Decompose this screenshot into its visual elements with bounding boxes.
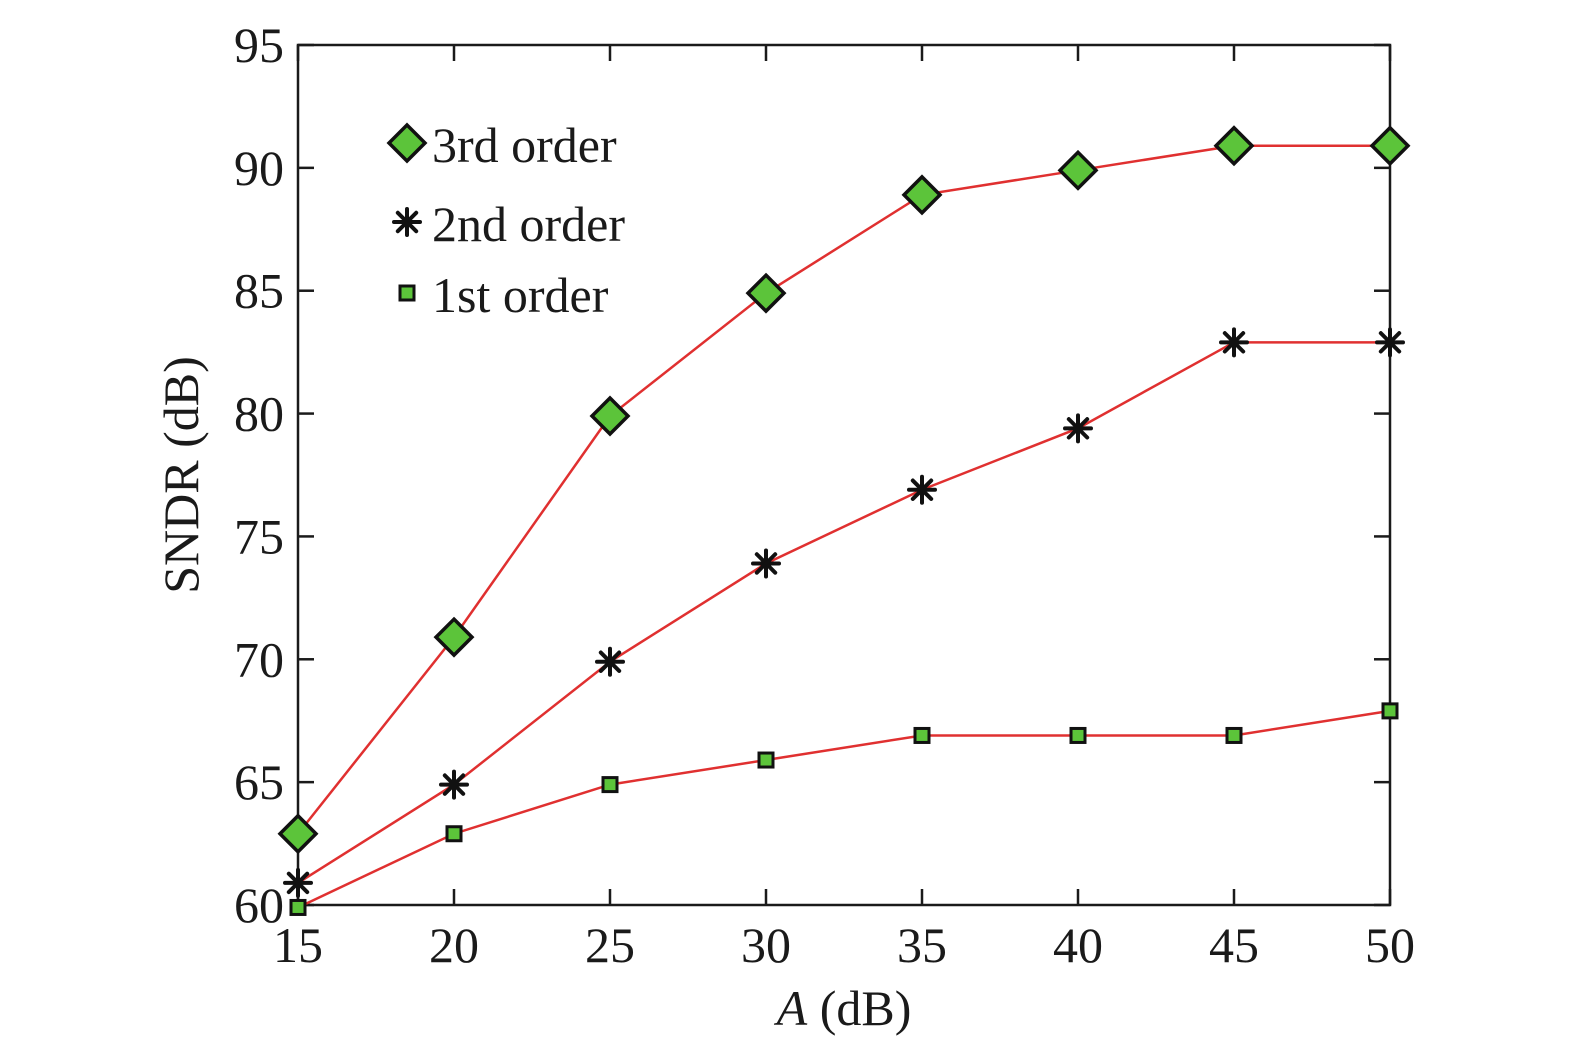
x-tick-label: 35 (897, 917, 947, 973)
series-1-point (1369, 125, 1411, 167)
series-3-point (445, 825, 463, 843)
series-2-point (595, 646, 625, 677)
y-axis-title: SNDR (dB) (153, 356, 209, 594)
x-tick-label: 25 (585, 917, 635, 973)
series-3-point (601, 776, 619, 794)
y-tick-label: 85 (234, 263, 284, 319)
series-1-point (901, 174, 943, 216)
series-3-point (1381, 702, 1399, 720)
series-2-point (751, 548, 781, 579)
legend-marker-2 (392, 207, 422, 237)
legend-label: 2nd order (432, 196, 625, 252)
legend-label: 3rd order (432, 117, 617, 173)
x-tick-label: 40 (1053, 917, 1103, 973)
series-1-point (745, 272, 787, 314)
x-axis-title-unit: (dB) (807, 980, 911, 1036)
series-2-point (1219, 327, 1249, 358)
series-2-point (439, 769, 469, 800)
series-2-point (907, 474, 937, 505)
x-tick-label: 50 (1365, 917, 1415, 973)
x-tick-label: 15 (273, 917, 323, 973)
series-2-point (283, 867, 313, 898)
series-1-point (277, 813, 319, 855)
series-1-point (589, 395, 631, 437)
x-axis-title: A (dB) (774, 980, 912, 1036)
x-axis-ticks: 15 20 25 30 35 40 45 50 (273, 45, 1415, 973)
y-tick-label: 70 (234, 631, 284, 687)
legend-marker-3 (398, 284, 416, 302)
y-tick-label: 95 (234, 17, 284, 73)
series-3-point (757, 751, 775, 769)
y-tick-label: 75 (234, 508, 284, 564)
series-line-2 (297, 341, 1390, 884)
y-axis-ticks: 60 65 70 75 80 85 90 95 (234, 17, 1390, 933)
plot-frame (296, 43, 1392, 907)
series-1-point (433, 616, 475, 658)
series-line-1 (297, 144, 1390, 835)
y-tick-label: 65 (234, 754, 284, 810)
legend-label: 1st order (432, 267, 609, 323)
x-axis-title-variable: A (774, 980, 808, 1036)
series-layer (277, 125, 1411, 916)
x-tick-label: 45 (1209, 917, 1259, 973)
series-3-point (913, 726, 931, 744)
x-tick-label: 30 (741, 917, 791, 973)
series-1-point (1057, 149, 1099, 191)
series-2-point (1375, 327, 1405, 358)
y-tick-label: 80 (234, 386, 284, 442)
series-line-3 (297, 709, 1391, 909)
series-3-point (289, 898, 307, 916)
series-3-point (1069, 726, 1087, 744)
series-1-point (1213, 125, 1255, 167)
series-3-point (1225, 726, 1243, 744)
legend: 3rd order 2nd order 1st order (386, 117, 625, 323)
y-tick-label: 60 (234, 877, 284, 933)
series-2-point (1063, 413, 1093, 444)
x-tick-label: 20 (429, 917, 479, 973)
legend-marker-1 (386, 122, 428, 164)
y-tick-label: 90 (234, 140, 284, 196)
